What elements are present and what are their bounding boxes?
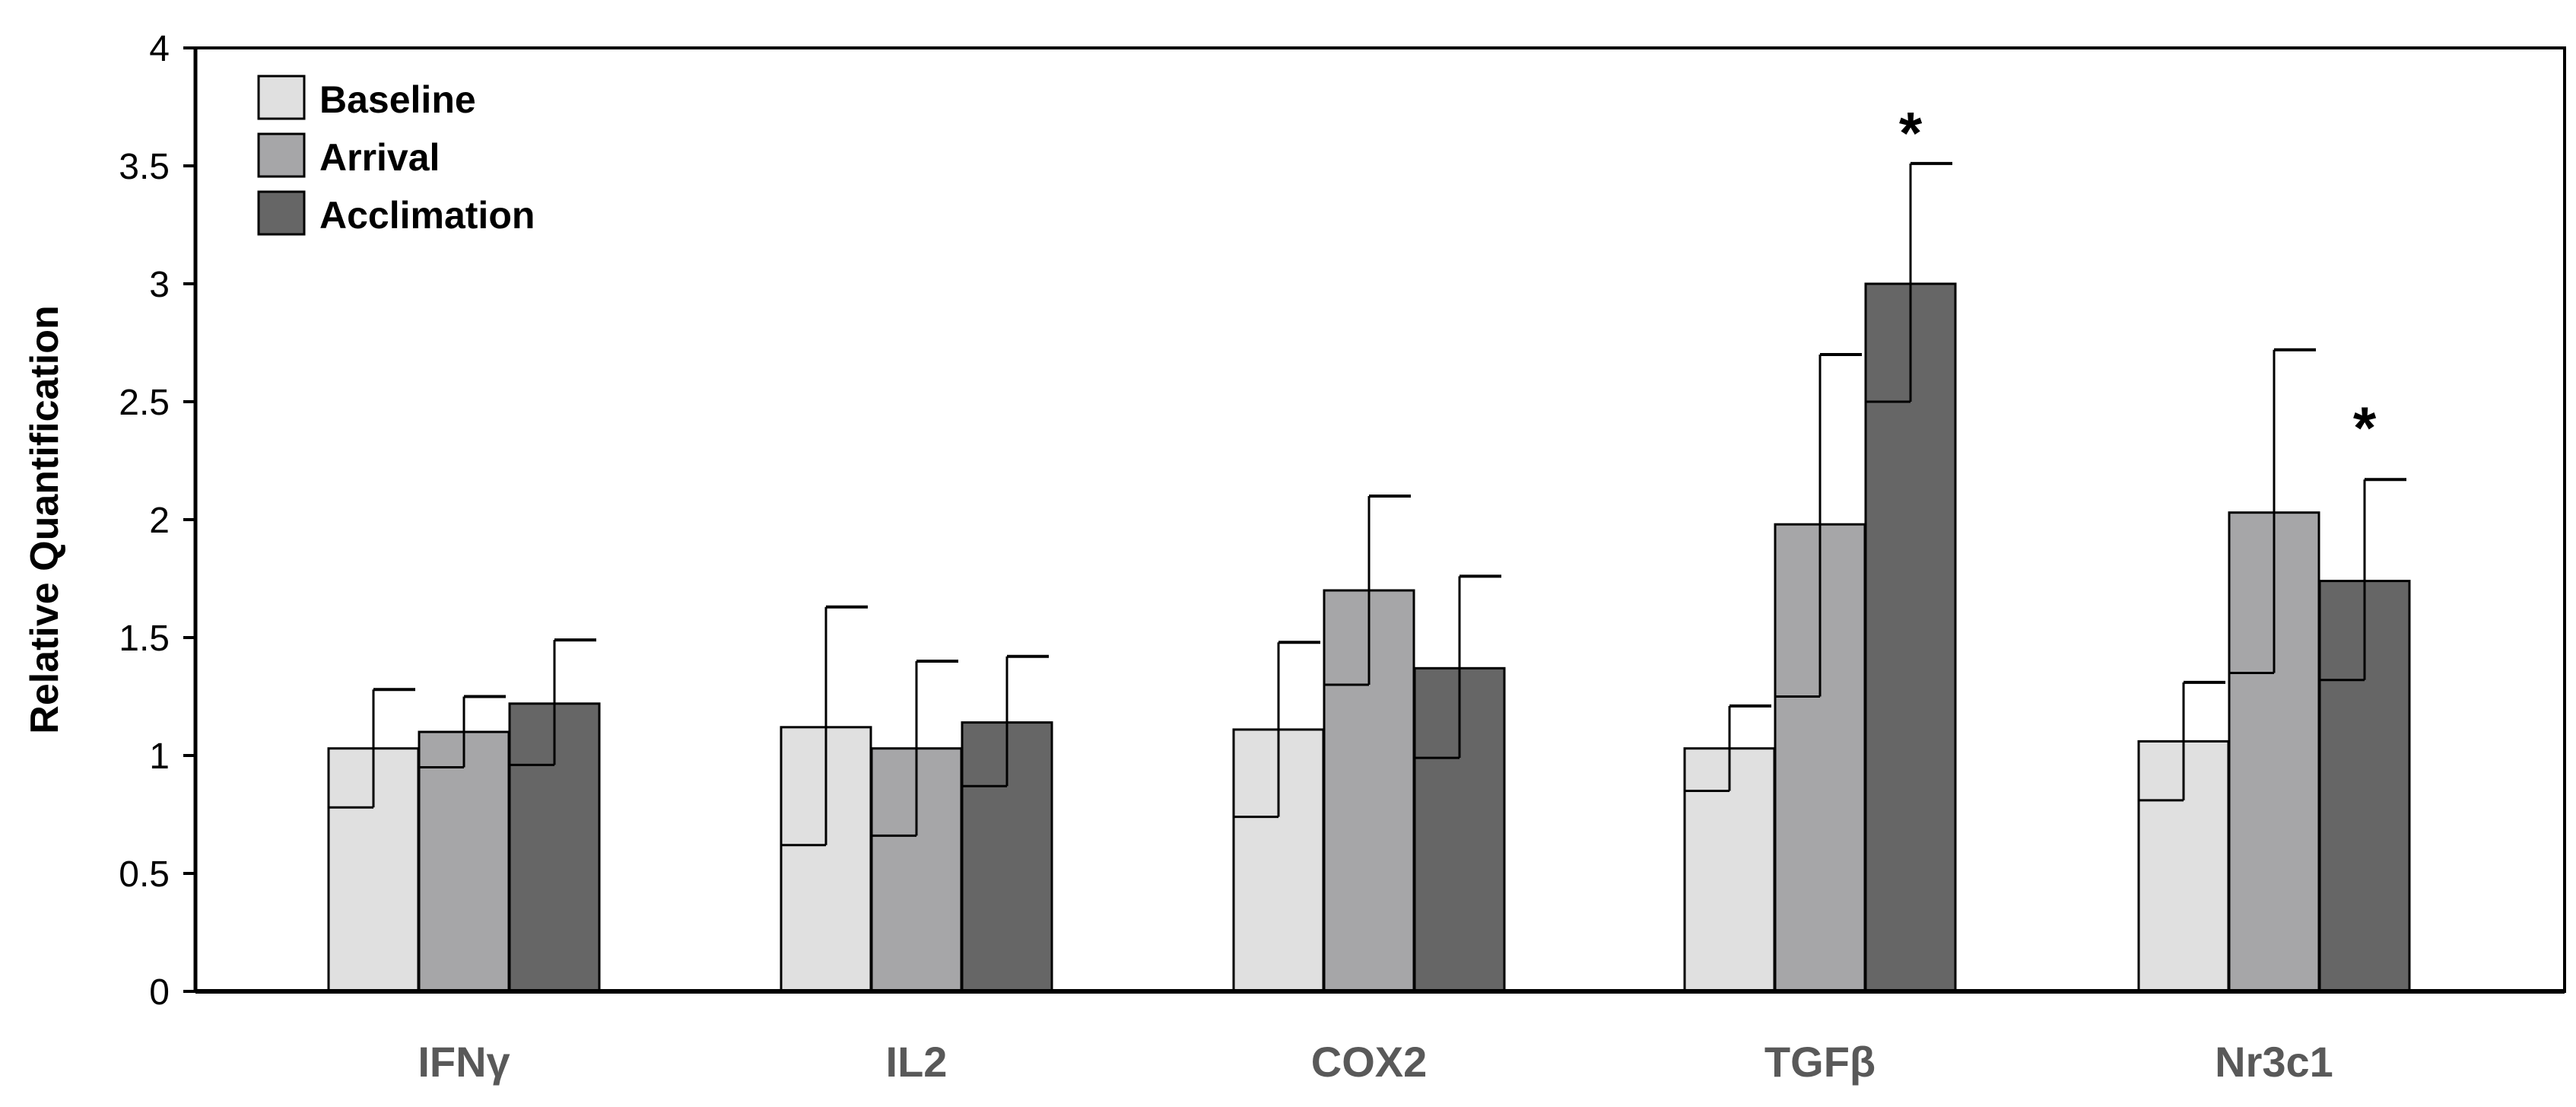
x-tick-label-tgf: TGFβ <box>1764 1038 1876 1086</box>
x-tick-label-il2: IL2 <box>886 1038 948 1086</box>
legend: Baseline Arrival Acclimation <box>257 75 535 237</box>
bar-arrival-ifn <box>418 730 510 993</box>
significance-asterisk: * <box>2353 394 2377 461</box>
y-tick-label: 0 <box>149 972 170 1013</box>
y-tick-label: 0.5 <box>119 854 170 895</box>
x-axis-tick-labels: IFNγ IL2 COX2 TGFβ Nr3c1 <box>418 1038 2333 1086</box>
y-tick-label: 4 <box>149 29 170 69</box>
legend-label-baseline: Baseline <box>319 78 476 121</box>
y-axis-ticks: 0 0.5 1 1.5 2 2.5 3 3.5 4 <box>119 29 195 1013</box>
legend-label-arrival: Arrival <box>319 136 440 179</box>
y-tick-label: 2 <box>149 501 170 541</box>
x-tick-label-ifn: IFNγ <box>418 1038 510 1086</box>
legend-swatch-acclimation <box>257 190 306 236</box>
y-tick-label: 1.5 <box>119 619 170 659</box>
y-tick-label: 1 <box>149 736 170 777</box>
legend-swatch-arrival <box>257 132 306 178</box>
significance-annotations: ** <box>1899 100 2377 462</box>
error-bars <box>329 161 2406 847</box>
y-tick-label: 3.5 <box>119 147 170 187</box>
y-axis-label: Relative Quantification <box>23 305 67 733</box>
legend-swatch-baseline <box>257 75 306 120</box>
x-tick-label-nr3c1: Nr3c1 <box>2215 1038 2333 1086</box>
y-tick-label: 3 <box>149 265 170 305</box>
significance-asterisk: * <box>1899 100 1923 167</box>
bar-acclimation-ifn <box>508 702 601 993</box>
x-tick-label-cox2: COX2 <box>1311 1038 1428 1086</box>
y-tick-label: 2.5 <box>119 383 170 423</box>
legend-label-acclimation: Acclimation <box>319 194 535 237</box>
